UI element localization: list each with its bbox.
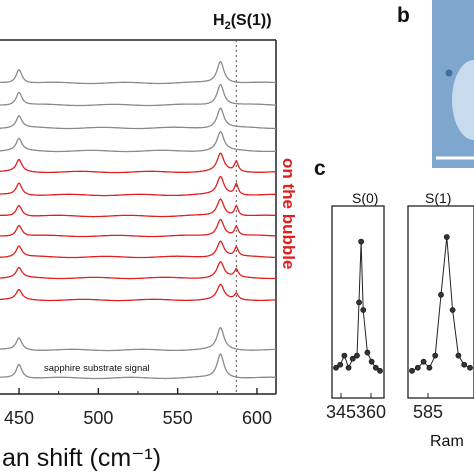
panel-label-b: b — [397, 4, 410, 27]
spectrum-line — [0, 107, 276, 130]
x-axis-title: an shift (cm⁻¹) — [2, 444, 161, 472]
zoom-point — [377, 367, 383, 374]
x-tick-label: 600 — [242, 408, 272, 428]
zoom-point — [455, 352, 462, 359]
s0-subplot-title: S(0) — [352, 190, 378, 206]
zoom-point — [461, 361, 468, 368]
zoom-point — [420, 358, 427, 365]
zoom-point — [360, 307, 367, 313]
spectrum-line — [0, 260, 276, 280]
panel-label-c: c — [314, 157, 326, 180]
zoom-point — [333, 364, 339, 371]
peak-label: H2(S(1)) — [213, 12, 272, 32]
spectrum-line — [0, 353, 276, 380]
s1-series — [409, 234, 473, 374]
zoom-line — [411, 236, 471, 372]
small-bubble — [445, 69, 453, 77]
zoom-line — [335, 241, 381, 372]
s0-series — [333, 238, 383, 374]
x-tick-label: 450 — [4, 408, 34, 428]
zoom-point — [349, 355, 356, 362]
s1-subplot-frame — [407, 205, 474, 399]
s0-subplot-frame — [331, 205, 385, 399]
spectrum-line — [0, 60, 277, 85]
zoom-point — [368, 358, 375, 365]
zoom-point — [467, 364, 473, 371]
x-tick-label: 550 — [163, 408, 193, 428]
zoom-point — [341, 352, 348, 359]
peak-zoom-panel: c S(0) S(1) 345 360 585 Ram — [314, 157, 474, 450]
x-ticks — [18, 388, 258, 394]
raman-spectra-panel: 450 500 550 600 H2(S(1)) sapphire substrate… — [0, 12, 298, 472]
spectrum-line — [0, 175, 276, 197]
x-tick-labels: 450 500 550 600 — [4, 408, 272, 428]
c-x-tick-label: 360 — [356, 402, 386, 422]
zoom-point — [337, 361, 344, 368]
region-label: on the bubble — [279, 158, 298, 269]
zoom-point — [438, 291, 444, 298]
spectrum-line — [0, 152, 276, 174]
zoom-point — [372, 364, 379, 371]
spectra-series — [0, 60, 277, 380]
bubble-region — [452, 60, 474, 140]
zoom-point — [356, 299, 362, 306]
s1-subplot-title: S(1) — [425, 190, 451, 206]
substrate-label: sapphire substrate signal — [44, 363, 150, 374]
zoom-point — [432, 352, 439, 359]
zoom-point — [354, 352, 360, 359]
c-x-axis-title: Ram — [430, 433, 464, 450]
zoom-point — [358, 238, 365, 245]
spectrum-line — [0, 218, 277, 238]
zoom-point — [409, 367, 415, 374]
c-x-tick-label: 345 — [326, 402, 356, 422]
spectrum-line — [0, 283, 276, 302]
c-tick-labels: 345 360 585 — [326, 393, 443, 422]
spectrum-line — [0, 130, 276, 153]
zoom-point — [364, 349, 371, 356]
spectrum-line — [0, 198, 276, 218]
microscope-image-panel: b — [397, 0, 474, 168]
zoom-point — [449, 307, 456, 313]
zoom-point — [426, 364, 433, 371]
zoom-point — [414, 364, 421, 371]
x-tick-label: 500 — [83, 408, 113, 428]
spectrum-line — [0, 83, 277, 107]
zoom-point — [345, 364, 352, 371]
zoom-point — [443, 234, 450, 240]
c-x-tick-label: 585 — [413, 402, 443, 422]
spectrum-line — [0, 326, 276, 352]
spectrum-line — [0, 240, 276, 259]
